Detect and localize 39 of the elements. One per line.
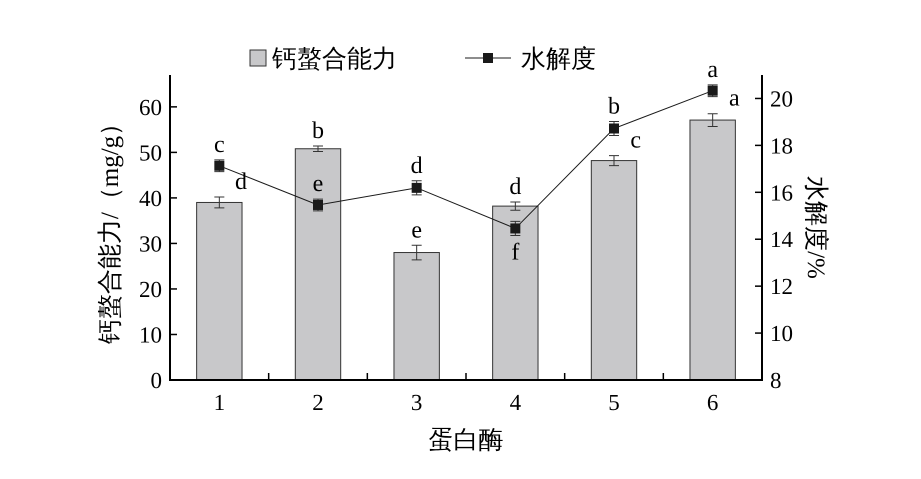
legend-label: 水解度 bbox=[521, 45, 596, 73]
data-label: d bbox=[410, 152, 423, 179]
y2-tick-label: 16 bbox=[770, 180, 793, 206]
y-tick-label: 0 bbox=[150, 368, 162, 393]
y2-tick-label: 14 bbox=[770, 227, 794, 252]
data-label: e bbox=[312, 171, 324, 198]
data-label: b bbox=[608, 93, 620, 120]
data-label: f bbox=[511, 239, 520, 266]
x-tick-label: 5 bbox=[608, 390, 620, 415]
y-tick-label: 40 bbox=[139, 186, 162, 211]
data-label: d bbox=[235, 169, 248, 195]
x-tick-label: 4 bbox=[510, 390, 522, 415]
data-label: c bbox=[630, 128, 642, 154]
data-label: e bbox=[411, 217, 422, 244]
x-axis-title: 蛋白酶 bbox=[428, 427, 504, 454]
y2-tick-label: 12 bbox=[770, 274, 793, 300]
data-label: a bbox=[729, 86, 740, 112]
y2-tick-label: 20 bbox=[770, 86, 793, 112]
y-tick-label: 50 bbox=[139, 140, 162, 166]
data-label: d bbox=[509, 174, 522, 200]
y2-tick-label: 8 bbox=[770, 368, 782, 393]
bar bbox=[492, 206, 539, 380]
x-tick-label: 1 bbox=[214, 390, 226, 415]
y-tick-label: 10 bbox=[139, 322, 162, 348]
data-label: c bbox=[214, 132, 225, 158]
y-axis-title: 钙螯合能力/（mg/g） bbox=[97, 110, 124, 346]
y2-axis-title: 水解度/% bbox=[802, 176, 830, 279]
y-tick-label: 60 bbox=[139, 94, 162, 120]
x-tick-label: 3 bbox=[410, 390, 422, 415]
y2-tick-label: 18 bbox=[770, 133, 793, 158]
x-tick-label: 2 bbox=[312, 390, 324, 415]
legend-label: 钙螯合能力 bbox=[271, 46, 397, 73]
x-tick-label: 6 bbox=[706, 390, 718, 415]
data-label: b bbox=[312, 118, 324, 144]
bar bbox=[294, 148, 342, 380]
y-tick-label: 20 bbox=[139, 276, 162, 302]
y-tick-label: 30 bbox=[139, 231, 162, 256]
y2-tick-label: 10 bbox=[770, 321, 793, 346]
data-label: a bbox=[707, 56, 718, 83]
